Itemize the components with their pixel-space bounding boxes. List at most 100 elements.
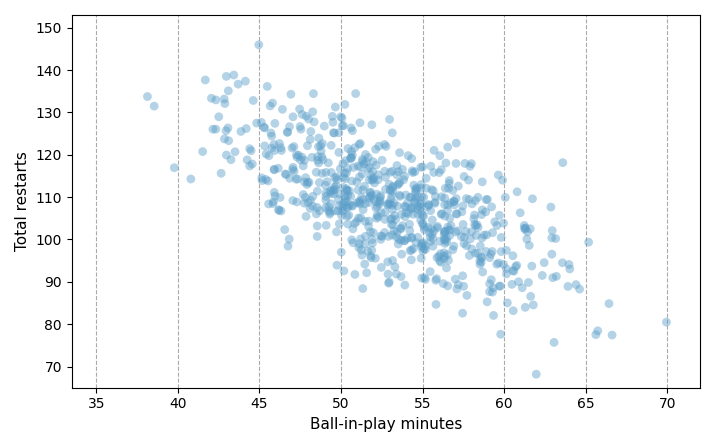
Point: [399, 282, 410, 289]
Point: [355, 201, 366, 208]
Point: [392, 181, 403, 189]
Point: [331, 176, 342, 183]
Point: [354, 199, 365, 207]
Point: [375, 209, 387, 216]
Point: [285, 91, 297, 98]
Point: [302, 199, 314, 206]
Point: [477, 268, 488, 275]
Point: [425, 225, 437, 232]
Point: [389, 263, 400, 270]
Point: [388, 183, 399, 190]
Point: [337, 184, 349, 191]
Point: [466, 245, 478, 253]
Point: [363, 199, 375, 206]
Point: [331, 173, 342, 181]
Point: [380, 174, 391, 181]
Point: [345, 154, 357, 161]
Point: [295, 126, 307, 133]
Point: [475, 211, 487, 218]
Point: [350, 90, 361, 97]
Point: [442, 201, 453, 208]
Point: [477, 207, 488, 214]
Point: [363, 218, 375, 225]
Point: [493, 259, 504, 266]
Point: [409, 197, 420, 204]
Point: [406, 234, 418, 241]
Point: [442, 143, 453, 151]
Point: [458, 173, 470, 180]
Point: [440, 185, 451, 192]
Point: [406, 246, 418, 253]
Point: [449, 201, 460, 208]
Point: [346, 154, 358, 161]
Point: [333, 149, 345, 156]
Point: [546, 234, 558, 241]
Point: [439, 228, 450, 235]
Y-axis label: Total restarts: Total restarts: [15, 152, 30, 251]
Point: [453, 182, 464, 190]
Point: [372, 203, 383, 210]
Point: [507, 267, 518, 274]
Point: [337, 174, 349, 181]
Point: [353, 244, 365, 251]
Point: [308, 118, 320, 126]
Point: [263, 152, 275, 159]
Point: [516, 284, 528, 291]
Point: [469, 221, 480, 228]
Point: [476, 235, 488, 242]
Point: [351, 199, 363, 207]
Point: [383, 270, 394, 278]
Point: [355, 140, 366, 147]
Point: [416, 200, 428, 207]
Point: [300, 174, 312, 181]
Point: [434, 257, 445, 265]
Point: [324, 189, 335, 196]
Point: [439, 236, 450, 244]
Point: [357, 170, 368, 177]
Point: [394, 149, 405, 156]
Point: [432, 224, 443, 232]
Point: [374, 198, 385, 206]
Point: [523, 279, 534, 286]
Point: [320, 193, 332, 200]
Point: [352, 162, 364, 169]
Point: [347, 202, 358, 210]
Point: [500, 194, 511, 201]
Point: [383, 181, 395, 188]
Point: [355, 214, 366, 221]
Point: [402, 199, 413, 207]
Point: [352, 186, 364, 194]
Point: [403, 152, 414, 159]
Point: [440, 235, 452, 242]
Point: [263, 200, 275, 207]
Point: [493, 283, 505, 290]
Point: [393, 236, 405, 243]
Point: [470, 197, 481, 204]
Point: [365, 172, 377, 179]
Point: [365, 253, 376, 260]
Point: [312, 233, 323, 240]
Point: [368, 158, 379, 165]
Point: [342, 165, 353, 172]
Point: [379, 168, 390, 175]
Point: [482, 196, 493, 203]
Point: [511, 262, 523, 269]
Point: [335, 113, 347, 120]
Point: [433, 169, 445, 176]
Point: [312, 143, 324, 150]
Point: [425, 207, 436, 214]
Point: [431, 275, 443, 282]
Point: [448, 198, 460, 205]
Point: [287, 113, 299, 120]
Point: [365, 190, 376, 197]
Point: [327, 113, 338, 120]
Point: [451, 211, 463, 218]
Point: [661, 319, 672, 326]
Point: [266, 133, 277, 140]
Point: [210, 126, 222, 133]
Point: [410, 189, 421, 196]
Point: [373, 143, 385, 150]
Point: [259, 142, 270, 149]
Point: [394, 192, 405, 199]
Point: [484, 280, 495, 287]
